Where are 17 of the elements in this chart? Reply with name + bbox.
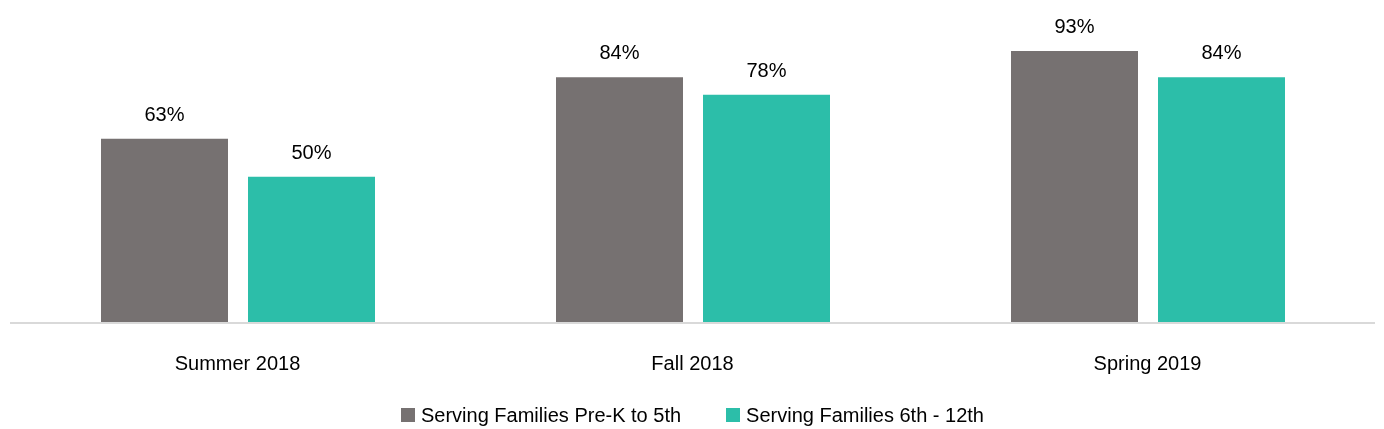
bar xyxy=(248,176,375,323)
x-tick-label: Spring 2019 xyxy=(1093,352,1202,375)
legend-label: Serving Families 6th - 12th xyxy=(746,404,984,426)
data-label: 84% xyxy=(1201,41,1242,64)
legend-label: Serving Families Pre-K to 5th xyxy=(421,404,682,426)
data-label: 78% xyxy=(746,58,787,81)
data-label: 63% xyxy=(144,102,185,125)
x-tick-label: Summer 2018 xyxy=(174,352,301,375)
bar xyxy=(1011,51,1138,323)
data-label: 84% xyxy=(599,41,640,64)
bar xyxy=(556,77,683,323)
x-tick-label: Fall 2018 xyxy=(651,352,734,375)
data-label: 93% xyxy=(1054,15,1095,37)
bar xyxy=(101,138,228,323)
data-label: 50% xyxy=(291,140,332,163)
bar xyxy=(703,94,830,323)
bar xyxy=(1158,77,1285,323)
